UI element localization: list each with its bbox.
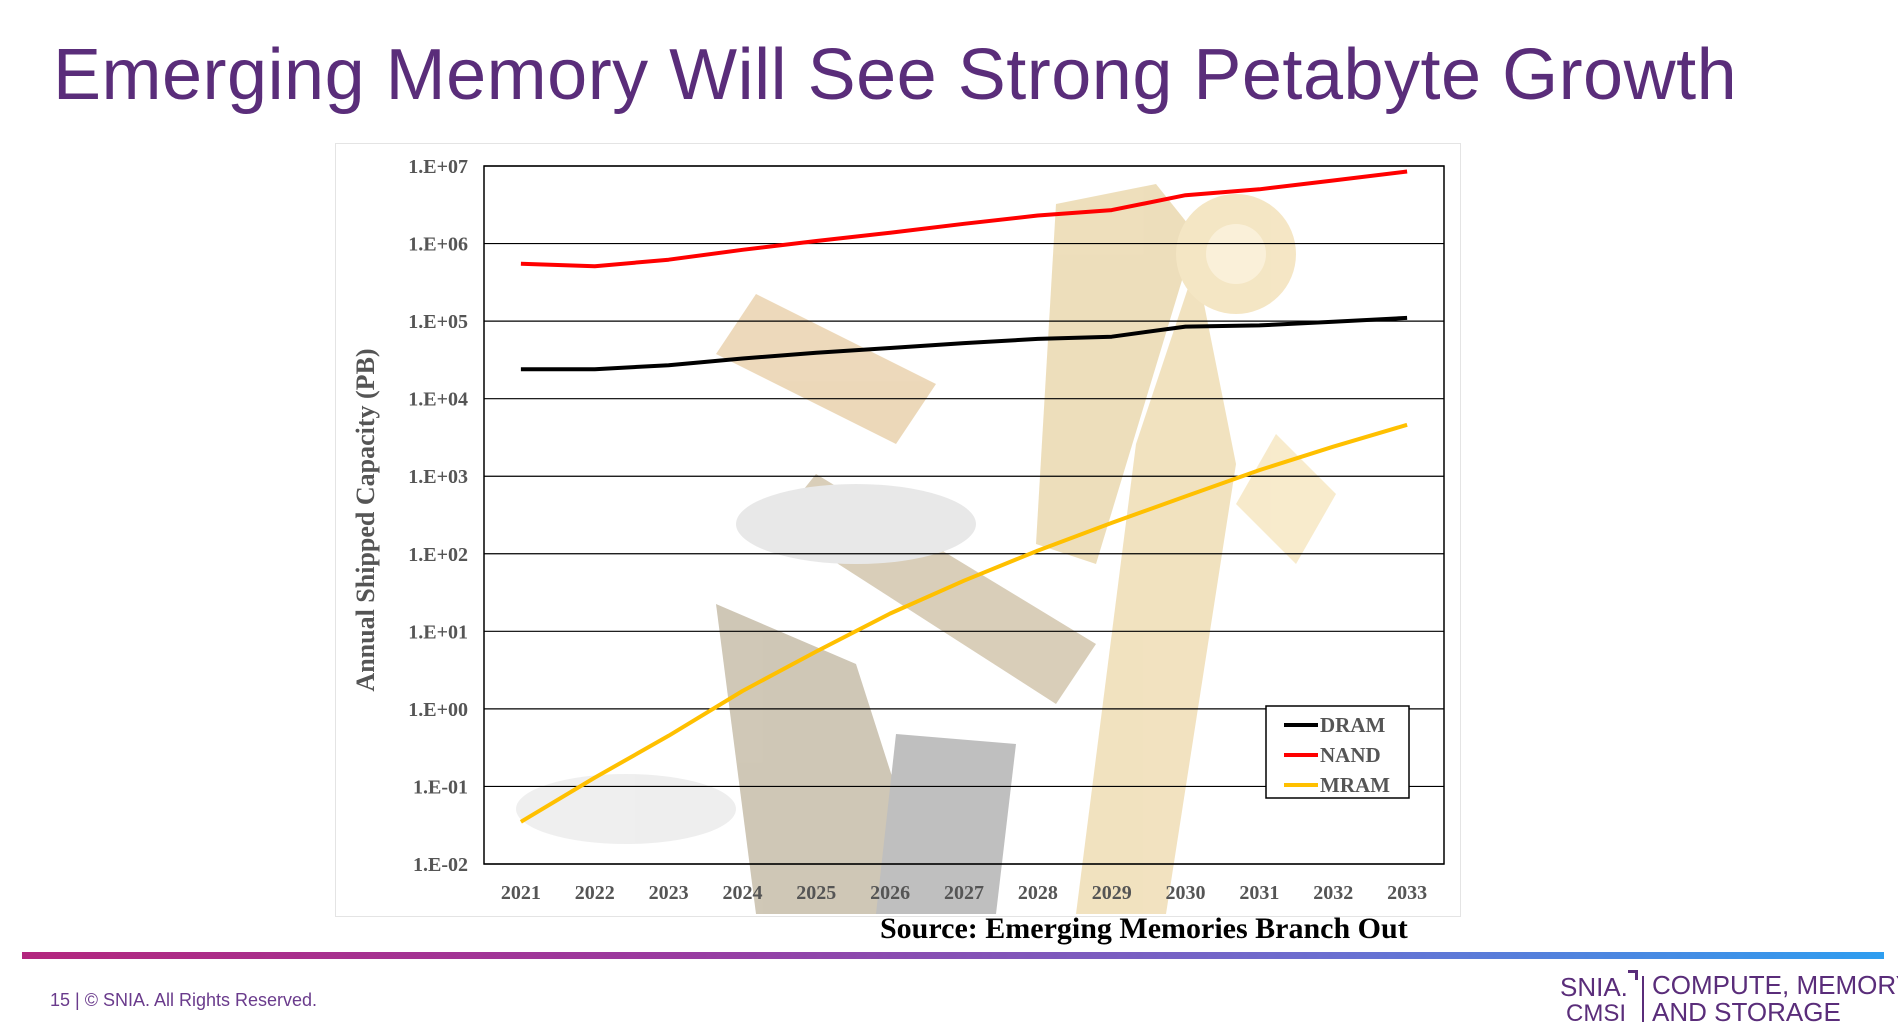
x-tick-label: 2027: [944, 882, 984, 904]
logo-snia: SNIA.: [1560, 972, 1628, 1002]
y-tick-label: 1.E+05: [408, 311, 468, 333]
y-tick-label: 1.E+03: [408, 466, 468, 488]
legend-label-nand: NAND: [1320, 743, 1381, 767]
y-tick-label: 1.E+02: [408, 544, 468, 566]
logo-tagline-line2: AND STORAGE: [1652, 997, 1841, 1027]
footer-divider: [22, 952, 1884, 959]
x-tick-label: 2028: [1018, 882, 1058, 904]
y-tick-label: 1.E-01: [413, 776, 468, 798]
series-line-nand: [520, 169, 1408, 269]
y-tick-label: 1.E+00: [408, 699, 468, 721]
footer-copyright: 15 | © SNIA. All Rights Reserved.: [50, 990, 318, 1010]
series-line-dram: [520, 315, 1408, 372]
x-tick-label: 2031: [1239, 882, 1279, 904]
x-tick-label: 2029: [1092, 882, 1132, 904]
x-tick-label: 2033: [1387, 882, 1427, 904]
x-tick-label: 2032: [1313, 882, 1353, 904]
x-tick-label: 2024: [722, 882, 762, 904]
logo-cmsi: CMSI: [1566, 1000, 1626, 1027]
series-line-mram: [519, 422, 1408, 824]
legend-box: [1265, 705, 1410, 799]
x-tick-label: 2023: [649, 882, 689, 904]
y-tick-label: 1.E+07: [408, 156, 468, 178]
x-tick-label: 2022: [575, 882, 615, 904]
chart-panel: 1.E-02 1.E-01 1.E+00 1.E+01 1.E+02 1.E+03 1.E+…: [335, 143, 1461, 917]
logo-divider: [1642, 976, 1644, 1022]
y-tick-label: 1.E+06: [408, 234, 468, 256]
y-tick-label: 1.E-02: [413, 854, 468, 876]
legend-label-mram: MRAM: [1320, 773, 1390, 797]
y-tick-label: 1.E+04: [408, 389, 468, 411]
legend-label-dram: DRAM: [1320, 713, 1385, 737]
line-chart: 1.E-02 1.E-01 1.E+00 1.E+01 1.E+02 1.E+03 1.E+…: [351, 156, 1445, 904]
x-tick-label: 2025: [796, 882, 836, 904]
source-note: Source: Emerging Memories Branch Out: [880, 912, 1408, 945]
x-tick-label: 2021: [501, 882, 541, 904]
logo-tagline-line1: COMPUTE, MEMORY,: [1652, 970, 1898, 1000]
slide-title: Emerging Memory Will See Strong Petabyte…: [53, 35, 1738, 115]
y-tick-label: 1.E+01: [408, 621, 468, 643]
x-tick-label: 2030: [1166, 882, 1206, 904]
plot-border: [483, 165, 1445, 865]
snia-cmsi-logo: SNIA. CMSI COMPUTE, MEMORY, AND STORAGE: [1560, 970, 1898, 1027]
logo-mark-icon: [1628, 970, 1638, 980]
logo-tagline: COMPUTE, MEMORY, AND STORAGE: [1652, 972, 1898, 1026]
x-tick-label: 2026: [870, 882, 910, 904]
y-axis-title: Annual Shipped Capacity (PB): [351, 348, 380, 691]
